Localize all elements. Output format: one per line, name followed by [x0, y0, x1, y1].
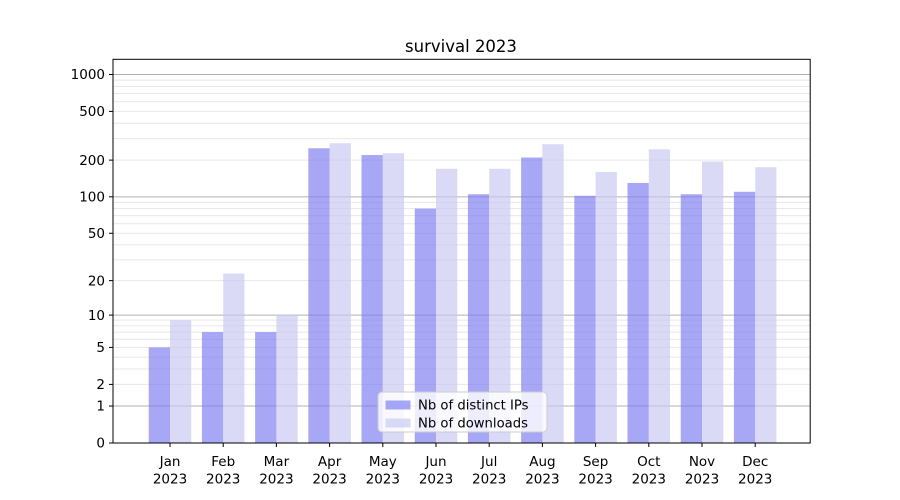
legend-label: Nb of distinct IPs	[418, 399, 529, 414]
y-tick-label: 50	[88, 226, 105, 242]
x-tick-label-month: Feb	[211, 454, 235, 470]
x-tick-label-year: 2023	[259, 472, 293, 488]
bar-distinct-ips	[148, 347, 170, 443]
legend-swatch	[385, 400, 411, 410]
x-tick-label-month: Oct	[637, 454, 660, 470]
x-tick-label-month: Dec	[742, 454, 768, 470]
x-tick-label-month: Aug	[529, 454, 555, 470]
y-tick-label: 100	[79, 190, 105, 206]
x-tick-label-year: 2023	[525, 472, 559, 488]
bar-distinct-ips	[414, 208, 436, 443]
y-tick-label: 1	[96, 399, 105, 415]
bar-distinct-ips	[574, 195, 596, 443]
axes	[109, 58, 811, 447]
x-tick-label-month: Nov	[689, 454, 715, 470]
x-tick-label-month: Sep	[583, 454, 608, 470]
bar-distinct-ips	[627, 182, 649, 444]
bar-downloads	[489, 168, 511, 444]
bar-distinct-ips	[308, 148, 330, 443]
y-tick-label: 0	[96, 436, 105, 452]
bar-downloads	[595, 171, 617, 443]
x-tick-label-month: Apr	[318, 454, 342, 470]
bar-distinct-ips	[361, 155, 383, 443]
x-tick-label-month: Jul	[480, 454, 497, 470]
x-tick-label-year: 2023	[472, 472, 506, 488]
bar-downloads	[702, 161, 724, 444]
x-tick-label-year: 2023	[632, 472, 666, 488]
y-tick-label: 2	[96, 377, 105, 393]
legend-swatch	[385, 418, 411, 428]
bar-downloads	[755, 167, 777, 444]
x-tick-label-year: 2023	[419, 472, 453, 488]
x-tick-label-year: 2023	[153, 472, 187, 488]
y-tick-label: 1000	[71, 67, 105, 83]
x-tick-label-year: 2023	[366, 472, 400, 488]
bar-downloads	[276, 315, 298, 443]
x-tick-label-year: 2023	[312, 472, 346, 488]
bar-downloads	[329, 143, 351, 443]
bar-distinct-ips	[201, 332, 224, 443]
bar-downloads	[170, 320, 192, 443]
chart-title: survival 2023	[405, 37, 517, 56]
legend-box	[377, 391, 548, 433]
x-tick-label-year: 2023	[738, 472, 772, 488]
x-tick-label-month: Mar	[264, 454, 290, 470]
x-tick-label-month: May	[369, 454, 397, 470]
bar-distinct-ips	[467, 194, 490, 443]
bar-downloads	[436, 168, 458, 444]
y-tick-label: 500	[79, 104, 105, 120]
y-tick-label: 5	[96, 340, 105, 356]
bar-downloads	[648, 149, 671, 444]
bar-distinct-ips	[255, 332, 277, 443]
x-tick-label-year: 2023	[206, 472, 240, 488]
bar-downloads	[382, 153, 405, 443]
bar-downloads	[223, 273, 245, 443]
y-tick-label: 200	[79, 153, 105, 169]
y-tick-label: 20	[88, 273, 105, 289]
bars	[148, 143, 777, 444]
x-tick-label-month: Jun	[424, 454, 446, 470]
x-tick-label-month: Jan	[159, 454, 181, 470]
bar-distinct-ips	[521, 157, 543, 444]
legend: Nb of distinct IPs Nb of downloads	[377, 391, 548, 433]
bar-downloads	[542, 144, 564, 443]
y-tick-label: 10	[88, 308, 105, 324]
x-tick-label-year: 2023	[578, 472, 612, 488]
x-tick-label-year: 2023	[685, 472, 719, 488]
bar-distinct-ips	[733, 191, 756, 443]
legend-label: Nb of downloads	[418, 417, 528, 432]
tick-labels: 0 1 2 5 10 20 50 100 200 500 1000 Jan 2023 Feb 2023 Mar…	[71, 67, 773, 487]
plot-border	[112, 58, 811, 444]
bar-distinct-ips	[680, 194, 702, 443]
